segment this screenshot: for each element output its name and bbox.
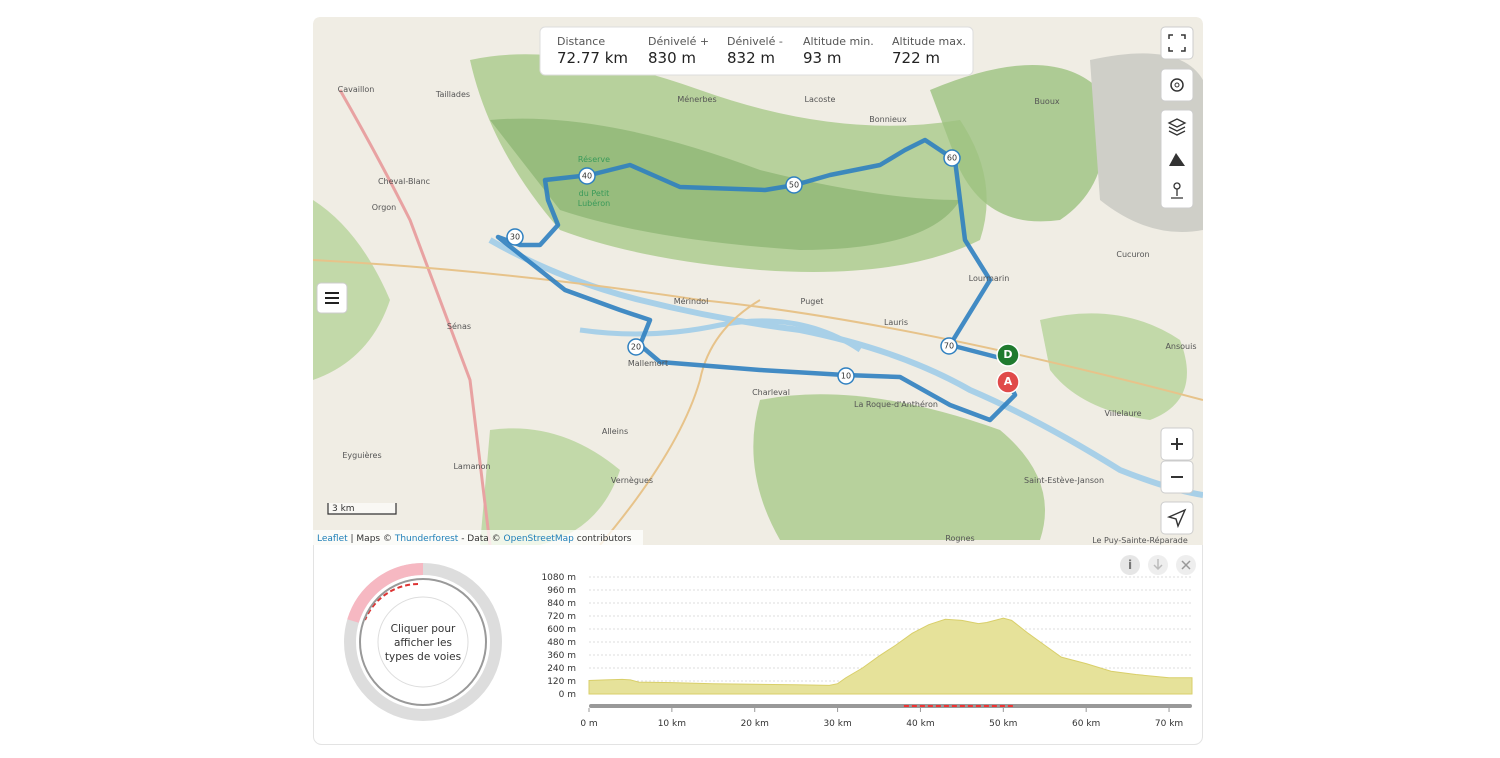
km-marker: 50 [789, 181, 799, 190]
stat-value: 832 m [727, 49, 775, 67]
y-tick-label: 480 m [547, 638, 576, 648]
map[interactable]: Cavaillon Taillades Cheval-Blanc Orgon S… [313, 17, 1203, 545]
map-controls [316, 26, 1194, 535]
place-label: Vernègues [611, 475, 653, 485]
layers-button[interactable] [1167, 118, 1187, 136]
place-label: Réserve [578, 154, 610, 164]
attribution: Leaflet | Maps © Thunderforest - Data © … [317, 534, 632, 544]
place-label: Cavaillon [338, 85, 375, 94]
stat-value: 830 m [648, 49, 696, 67]
info-button[interactable] [1120, 555, 1140, 575]
km-marker: 30 [510, 233, 520, 242]
scale-label: 3 km [332, 504, 355, 514]
place-label: Charleval [752, 388, 790, 397]
place-label: Cheval-Blanc [378, 177, 430, 186]
stat-label: Distance [557, 35, 605, 48]
place-label: Alleins [602, 427, 628, 436]
km-markers: 10 20 30 40 50 60 70 [506, 149, 961, 385]
start-marker[interactable] [996, 343, 1020, 367]
place-label: Ménerbes [677, 94, 716, 104]
stat-value: 93 m [803, 49, 841, 67]
place-labels: Cavaillon Taillades Cheval-Blanc Orgon S… [338, 85, 1197, 545]
road-types-text: types de voies [385, 651, 461, 663]
road-types-text: afficher les [394, 637, 452, 649]
x-tick-label: 0 m [580, 719, 597, 729]
terrain-button[interactable] [1169, 153, 1185, 166]
attribution-link[interactable]: OpenStreetMap [504, 534, 575, 544]
place-label: Buoux [1034, 97, 1060, 106]
place-label: Villelaure [1104, 409, 1141, 418]
place-label: Sénas [447, 321, 471, 331]
stat-label: Altitude max. [892, 35, 966, 48]
y-tick-label: 600 m [547, 625, 576, 635]
settings-button[interactable] [1160, 68, 1194, 102]
y-tick-label: 0 m [559, 690, 576, 700]
scale-bar [327, 503, 397, 515]
stat-value: 722 m [892, 49, 940, 67]
road-types-text: Cliquer pour [391, 623, 456, 635]
stats-box: Distance 72.77 km Dénivelé + 830 m Déniv… [539, 26, 974, 76]
road-types-widget[interactable]: Cliquer pour afficher les types de voies [344, 562, 502, 721]
place-label: Eyguières [342, 450, 381, 460]
stat-label: Altitude min. [803, 35, 874, 48]
place-label: Saint-Estève-Janson [1024, 475, 1104, 485]
place-label: Orgon [372, 203, 397, 212]
km-marker: 40 [582, 172, 592, 181]
place-label: du Petit [579, 189, 610, 198]
x-tick-label: 10 km [658, 719, 686, 729]
x-tick-label: 60 km [1072, 719, 1100, 729]
y-tick-label: 720 m [547, 612, 576, 622]
end-label: A [1004, 375, 1013, 388]
fullscreen-button[interactable] [1160, 26, 1194, 60]
svg-text:i: i [1128, 558, 1132, 572]
place-label: Rognes [945, 534, 974, 543]
attribution-link[interactable]: Leaflet [317, 534, 348, 544]
place-label: Le Puy-Sainte-Réparade [1092, 535, 1188, 545]
stat-value: 72.77 km [557, 49, 628, 67]
y-tick-label: 360 m [547, 651, 576, 661]
y-tick-label: 960 m [547, 586, 576, 596]
attribution-text: contributors [574, 534, 632, 544]
place-label: Lubéron [578, 198, 610, 208]
km-marker: 70 [944, 342, 954, 351]
x-tick-label: 70 km [1155, 719, 1183, 729]
place-label: Puget [801, 297, 824, 306]
y-tick-label: 240 m [547, 664, 576, 674]
km-marker: 10 [841, 372, 851, 381]
elevation-chart: 0 m 120 m 240 m 360 m 480 m 600 m 720 m 840 m 96… [541, 573, 1193, 729]
start-label: D [1003, 348, 1012, 361]
chart-actions: i [1120, 555, 1196, 575]
end-marker[interactable] [996, 370, 1020, 394]
x-tick-label: 30 km [823, 719, 851, 729]
y-tick-label: 840 m [547, 599, 576, 609]
stat-label: Dénivelé + [648, 35, 709, 48]
place-label: Ansouis [1165, 342, 1196, 351]
progress-track [589, 704, 1192, 708]
elevation-area [588, 617, 1193, 695]
stat-label: Dénivelé - [727, 35, 783, 48]
place-label: Mérindol [674, 296, 709, 306]
attribution-text: | Maps © [348, 534, 395, 544]
y-tick-label: 120 m [547, 677, 576, 687]
locate-button[interactable] [1160, 501, 1194, 535]
km-marker: 20 [631, 343, 641, 352]
place-label: Bonnieux [869, 115, 907, 124]
place-label: Lauris [884, 318, 908, 327]
place-label: Mallemort [628, 359, 668, 368]
place-label: La Roque-d'Anthéron [854, 399, 938, 409]
y-tick-label: 1080 m [541, 573, 576, 583]
x-tick-label: 50 km [989, 719, 1017, 729]
place-label: Cucuron [1116, 250, 1149, 259]
place-label: Lamanon [453, 462, 490, 471]
attribution-text: - Data © [458, 534, 503, 544]
x-tick-label: 40 km [906, 719, 934, 729]
x-tick-label: 20 km [741, 719, 769, 729]
attribution-link[interactable]: Thunderforest [394, 534, 459, 544]
place-label: Taillades [435, 90, 470, 99]
place-label: Lacoste [805, 95, 836, 104]
km-marker: 60 [947, 154, 957, 163]
place-label: Lourmarin [969, 274, 1010, 283]
